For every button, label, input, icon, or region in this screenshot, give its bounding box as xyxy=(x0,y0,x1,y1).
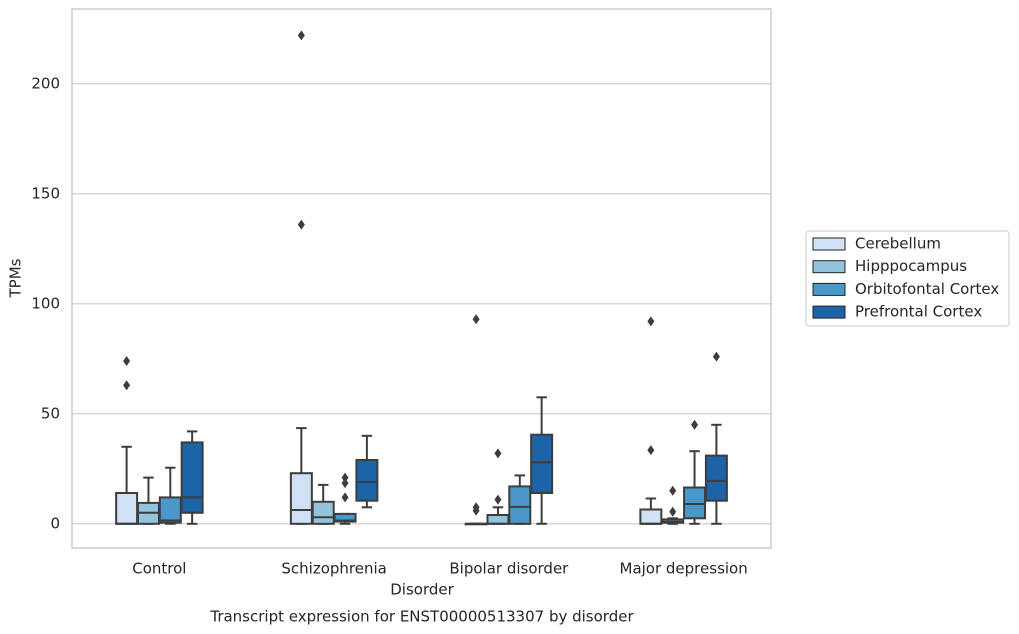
outlier xyxy=(341,478,349,489)
box xyxy=(355,459,379,502)
y-tick-label: 100 xyxy=(31,294,60,312)
y-tick-label: 50 xyxy=(41,404,60,422)
chart-title: Transcript expression for ENST0000051330… xyxy=(209,608,634,626)
outlier xyxy=(494,448,502,459)
box xyxy=(180,441,204,514)
legend-swatch xyxy=(812,260,846,274)
box xyxy=(333,512,357,523)
legend-swatch xyxy=(812,237,846,251)
legend-swatch xyxy=(812,282,846,296)
outlier xyxy=(123,356,131,366)
outlier xyxy=(669,485,677,496)
outlier xyxy=(647,445,655,456)
legend-swatch xyxy=(812,305,846,319)
outlier xyxy=(669,506,677,517)
outlier xyxy=(341,472,349,483)
box xyxy=(639,508,663,525)
plot-border xyxy=(71,8,772,549)
x-axis-title: Disorder xyxy=(390,581,454,599)
box xyxy=(115,492,139,525)
x-tick-label: Schizophrenia xyxy=(281,560,386,578)
x-tick-label: Bipolar disorder xyxy=(449,560,569,578)
outlier xyxy=(297,219,305,230)
outlier xyxy=(341,492,349,503)
x-tick-label: Control xyxy=(132,560,186,578)
outlier xyxy=(494,494,502,505)
legend-label: Prefrontal Cortex xyxy=(855,303,982,321)
y-tick-label: 150 xyxy=(31,184,60,202)
box xyxy=(508,485,532,525)
outlier xyxy=(712,351,720,362)
legend-label: Hipppocampus xyxy=(855,257,967,275)
box xyxy=(530,433,554,495)
outlier xyxy=(297,30,305,41)
legend-label: Cerebellum xyxy=(855,235,941,253)
outlier xyxy=(691,419,699,430)
y-tick-label: 200 xyxy=(31,74,60,92)
box xyxy=(289,472,313,525)
x-tick-label: Major depression xyxy=(620,560,748,578)
outlier xyxy=(647,316,655,327)
box xyxy=(704,454,728,502)
box xyxy=(486,514,510,525)
outlier xyxy=(123,380,131,391)
box xyxy=(158,496,182,524)
y-tick-label: 0 xyxy=(50,514,60,532)
box xyxy=(683,486,707,520)
legend-frame xyxy=(805,230,1010,327)
outlier xyxy=(472,314,480,325)
y-axis-title: TPMs xyxy=(7,258,25,298)
outlier xyxy=(472,505,480,516)
legend-label: Orbitofontal Cortex xyxy=(855,280,999,298)
box xyxy=(311,500,335,525)
